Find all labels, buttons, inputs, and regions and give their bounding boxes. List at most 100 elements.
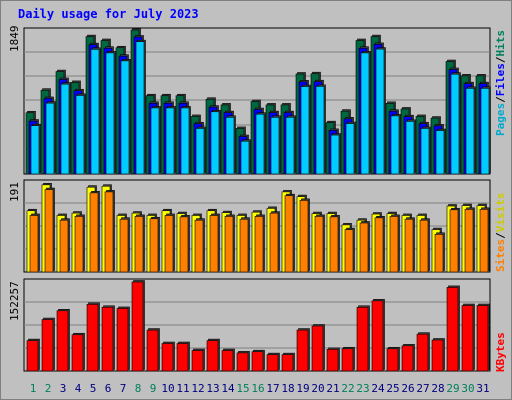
day-label-2: 2 (45, 382, 52, 395)
sites-bar-day-14 (224, 216, 234, 273)
legend-sep-3: / (494, 232, 507, 239)
pages-bar-day-4 (75, 95, 85, 175)
kbytes-bar-day-25 (386, 348, 399, 372)
kbytes-bar-day-20 (311, 325, 324, 372)
pages-bar-day-21 (330, 134, 340, 175)
day-label-28: 28 (431, 382, 444, 395)
sites-bar-day-13 (209, 215, 219, 273)
sites-bar-day-7 (119, 218, 129, 273)
pages-bar-day-2 (45, 102, 55, 175)
kbytes-bar-day-1 (26, 340, 39, 372)
pages-bar-day-26 (405, 121, 415, 175)
day-label-30: 30 (461, 382, 474, 395)
day-label-23: 23 (356, 382, 369, 395)
pages-bar-day-17 (270, 117, 280, 175)
sites-bar-day-1 (29, 215, 39, 273)
bottom-ymax-label: 152257 (8, 281, 21, 321)
pages-bar-day-27 (420, 128, 430, 175)
day-label-13: 13 (206, 382, 219, 395)
day-label-8: 8 (135, 382, 142, 395)
pages-bar-day-13 (210, 111, 220, 175)
pages-bar-day-24 (375, 48, 385, 175)
legend-pages: Pages (494, 103, 507, 136)
day-label-9: 9 (150, 382, 157, 395)
sites-bar-day-5 (89, 192, 99, 273)
kbytes-bar-day-13 (206, 340, 219, 372)
pages-bar-day-25 (390, 115, 400, 175)
day-label-29: 29 (446, 382, 459, 395)
pages-bar-day-28 (435, 130, 445, 175)
sites-bar-day-15 (239, 218, 249, 273)
pages-bar-day-12 (195, 128, 205, 175)
pages-bar-day-5 (90, 49, 100, 175)
kbytes-bar-day-9 (146, 329, 159, 372)
pages-bar-day-30 (465, 88, 475, 175)
pages-bar-day-11 (180, 107, 190, 175)
day-label-11: 11 (176, 382, 189, 395)
day-label-7: 7 (120, 382, 127, 395)
pages-bar-day-16 (255, 113, 265, 175)
kbytes-bar-day-29 (446, 287, 459, 372)
sites-bar-day-8 (134, 216, 144, 273)
sites-bar-day-21 (329, 216, 339, 273)
kbytes-bar-day-23 (356, 306, 369, 372)
sites-bar-day-20 (314, 216, 324, 273)
legend-sites: Sites (494, 239, 507, 272)
day-label-6: 6 (105, 382, 112, 395)
sites-bar-day-2 (44, 189, 54, 273)
pages-bar-day-20 (315, 86, 325, 175)
kbytes-bar-day-2 (41, 319, 54, 372)
pages-bar-day-18 (285, 117, 295, 175)
day-label-15: 15 (236, 382, 249, 395)
sites-bar-day-11 (179, 216, 189, 273)
day-label-20: 20 (311, 382, 324, 395)
day-label-10: 10 (161, 382, 174, 395)
sites-bar-day-19 (299, 200, 309, 273)
day-label-4: 4 (75, 382, 82, 395)
legend-files: Files (494, 63, 507, 96)
pages-bar-day-9 (150, 107, 160, 175)
sites-visits-bars (26, 183, 490, 273)
sites-bar-day-26 (404, 218, 414, 273)
day-label-17: 17 (266, 382, 279, 395)
day-label-24: 24 (371, 382, 385, 395)
sites-bar-day-17 (269, 212, 279, 273)
kbytes-bar-day-28 (431, 339, 444, 372)
sites-bar-day-25 (389, 216, 399, 273)
kbytes-bar-day-19 (296, 329, 309, 372)
day-label-18: 18 (281, 382, 294, 395)
kbytes-bar-day-7 (116, 308, 129, 372)
day-label-3: 3 (60, 382, 67, 395)
kbytes-bar-day-12 (191, 350, 204, 372)
sites-bar-day-31 (479, 209, 489, 273)
legend-top: Pages/Files/Hits (494, 30, 507, 136)
kbytes-bars (26, 280, 490, 372)
pages-bar-day-29 (450, 73, 460, 175)
kbytes-bar-day-16 (251, 351, 264, 372)
middle-ymax-label: 191 (8, 182, 21, 202)
sites-bar-day-29 (449, 209, 459, 273)
sites-bar-day-12 (194, 219, 204, 273)
kbytes-bar-day-8 (131, 281, 144, 372)
pages-bar-day-8 (135, 41, 145, 175)
day-label-21: 21 (326, 382, 339, 395)
kbytes-bar-day-31 (476, 305, 489, 372)
legend-sep-1: / (494, 96, 507, 103)
sites-bar-day-6 (104, 191, 114, 273)
day-label-14: 14 (221, 382, 235, 395)
kbytes-bar-day-11 (176, 343, 189, 372)
hits-files-pages-bars (25, 28, 491, 175)
sites-bar-day-16 (254, 216, 264, 273)
day-label-16: 16 (251, 382, 264, 395)
kbytes-bar-day-17 (266, 354, 279, 372)
kbytes-bar-day-10 (161, 343, 174, 372)
kbytes-bar-day-14 (221, 350, 234, 372)
pages-bar-day-1 (30, 125, 40, 175)
day-label-31: 31 (476, 382, 489, 395)
kbytes-bar-day-6 (101, 306, 114, 372)
legend-middle: Sites/Visits (494, 193, 507, 273)
legend-sep-2: / (494, 56, 507, 63)
kbytes-bar-day-18 (281, 354, 294, 372)
pages-bar-day-7 (120, 60, 130, 175)
